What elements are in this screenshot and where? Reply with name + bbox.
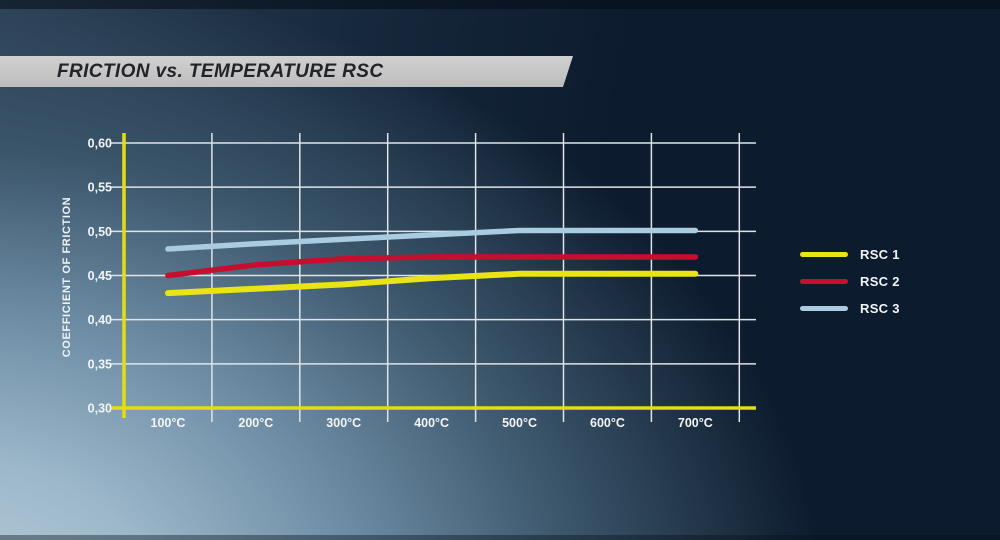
legend-item-rsc-3: RSC 3	[800, 295, 900, 322]
x-tick-label: 700°C	[678, 416, 713, 430]
y-tick-label: 0,45	[88, 269, 112, 283]
x-tick-label: 500°C	[502, 416, 537, 430]
legend-swatch-rsc-3	[800, 306, 848, 311]
y-tick-label: 0,40	[88, 313, 112, 327]
legend-item-rsc-2: RSC 2	[800, 268, 900, 295]
series-line-rsc-2	[165, 254, 699, 279]
legend-item-rsc-1: RSC 1	[800, 241, 900, 268]
legend-label-rsc-2: RSC 2	[860, 274, 900, 289]
y-tick-label: 0,30	[88, 402, 112, 416]
top-edge-strip	[0, 0, 1000, 9]
legend-label-rsc-1: RSC 1	[860, 247, 900, 262]
y-tick-label: 0,55	[88, 181, 112, 195]
x-tick-label: 400°C	[414, 416, 449, 430]
legend-swatch-rsc-1	[800, 252, 848, 257]
legend-label-rsc-3: RSC 3	[860, 301, 900, 316]
legend-swatch-rsc-2	[800, 279, 848, 284]
x-tick-label: 600°C	[590, 416, 625, 430]
title-banner: FRICTION vs. TEMPERATURE RSC	[0, 56, 573, 87]
chart-legend: RSC 1 RSC 2 RSC 3	[800, 241, 900, 322]
y-tick-label: 0,35	[88, 357, 112, 371]
page-title: FRICTION vs. TEMPERATURE RSC	[57, 61, 384, 82]
y-tick-label: 0,60	[88, 137, 112, 151]
series-line-rsc-1	[164, 270, 699, 297]
series-line-rsc-3	[165, 227, 699, 252]
x-tick-label: 200°C	[238, 416, 273, 430]
x-tick-label: 300°C	[326, 416, 361, 430]
y-tick-label: 0,50	[88, 225, 112, 239]
y-axis-title: COEFFICIENT OF FRICTION	[61, 196, 73, 358]
x-tick-label: 100°C	[151, 416, 186, 430]
bottom-edge-strip	[0, 535, 1000, 540]
